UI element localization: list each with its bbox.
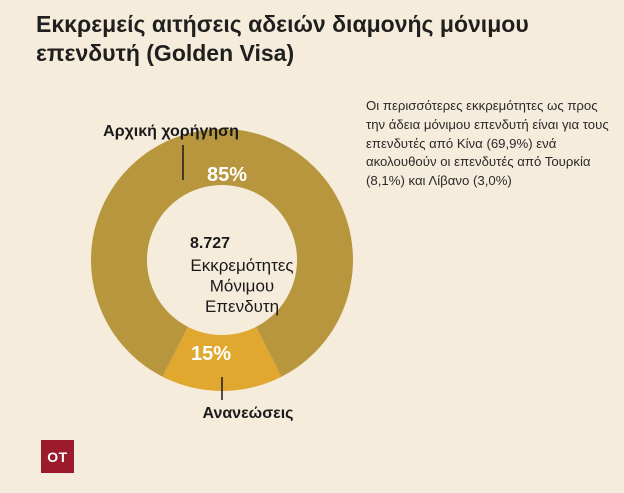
annotation-note: Οι περισσότερες εκκρεμότητες ως προς την… <box>366 98 609 189</box>
center-label-line: Εκκρεμότητες <box>190 256 293 275</box>
category-label-renewal: Ανανεώσεις <box>202 405 293 422</box>
data-label-initial: 85% <box>207 164 247 186</box>
donut-slice-initial <box>90 128 353 377</box>
chart-title: Εκκρεμείς αιτήσεις αδειών διαμονής μόνιμ… <box>36 11 529 66</box>
donut-slice-renewal <box>162 326 282 391</box>
center-label-line: Μόνιμου <box>210 277 274 296</box>
publisher-logo: OT <box>41 440 74 473</box>
center-label-line: Επενδυτη <box>205 297 279 316</box>
data-label-renewal: 15% <box>191 343 231 365</box>
category-label-initial: Αρχική χορήγηση <box>103 123 239 140</box>
center-total-value: 8.727 <box>190 235 230 252</box>
